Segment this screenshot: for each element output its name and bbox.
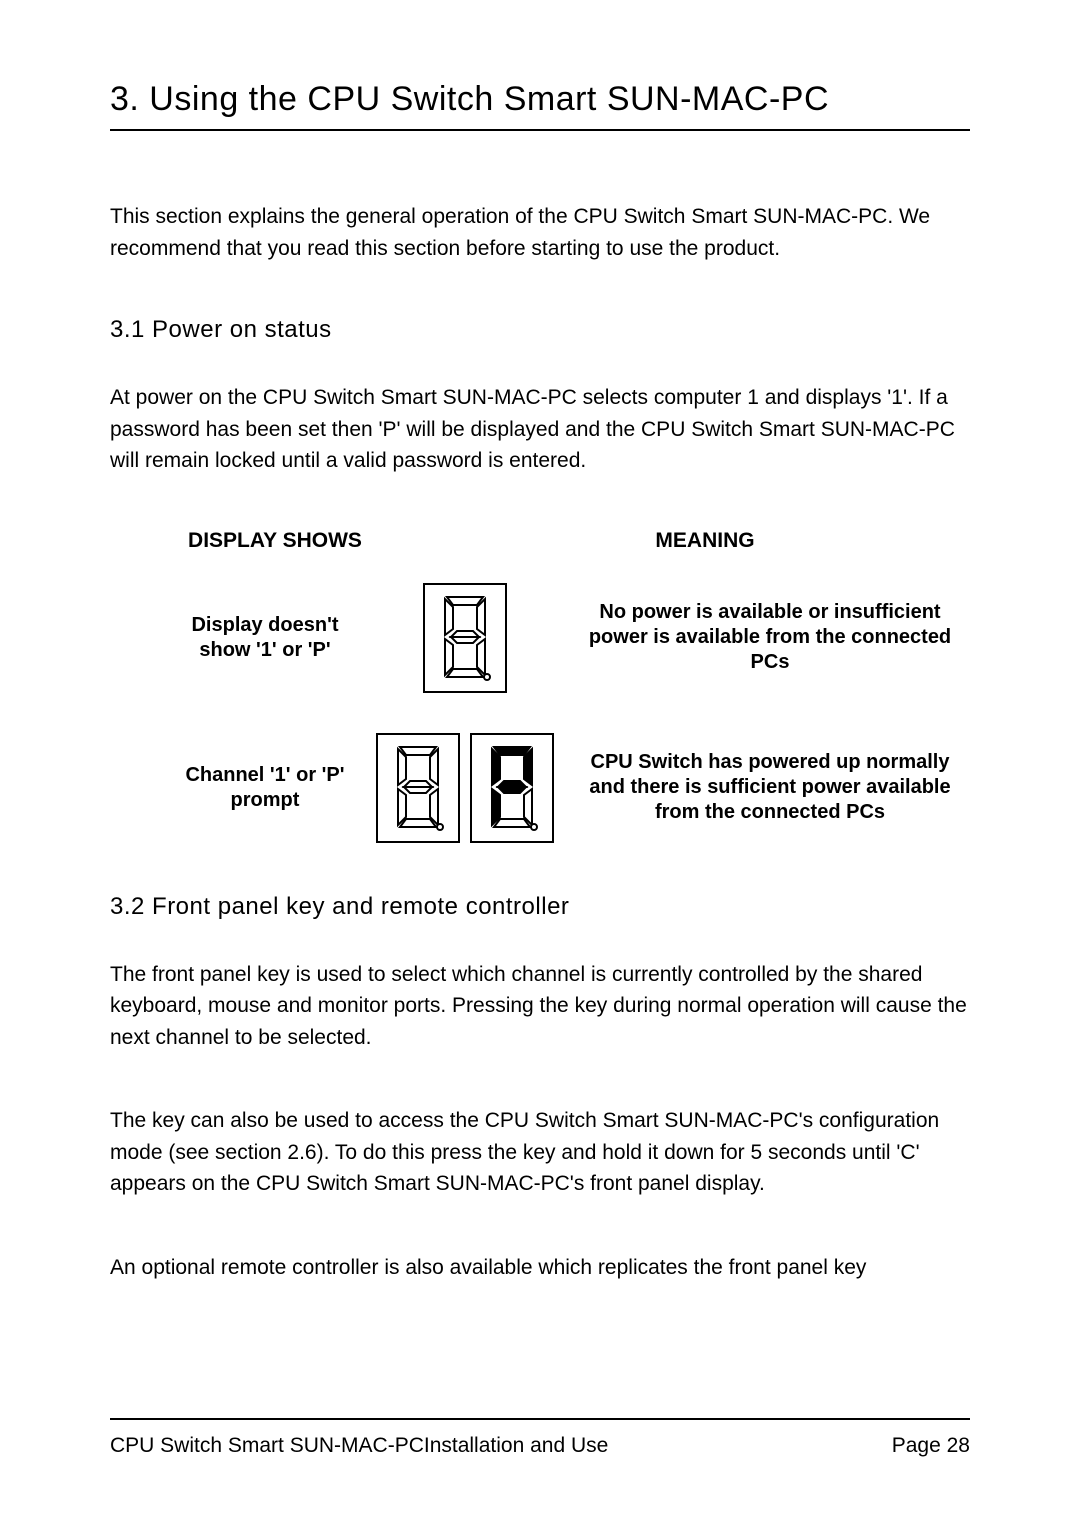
intro-paragraph: This section explains the general operat… — [110, 201, 970, 264]
page-title: 3. Using the CPU Switch Smart SUN-MAC-PC — [110, 80, 970, 131]
section-3-2-para-3: An optional remote controller is also av… — [110, 1252, 970, 1284]
diagram-row-powered: Channel '1' or 'P' prompt — [110, 733, 970, 843]
footer-rule — [110, 1418, 970, 1420]
diagram-row2-meaning: CPU Switch has powered up normally and t… — [570, 750, 970, 825]
seven-segment-blank-icon — [423, 583, 507, 693]
section-3-1-paragraph: At power on the CPU Switch Smart SUN-MAC… — [110, 382, 970, 477]
footer-doc-title: CPU Switch Smart SUN-MAC-PCInstallation … — [110, 1434, 608, 1458]
diagram-row1-meaning: No power is available or insufficient po… — [570, 600, 970, 675]
seven-segment-p-icon — [470, 733, 554, 843]
diagram-row1-label: Display doesn't show '1' or 'P' — [110, 613, 360, 663]
page-footer: CPU Switch Smart SUN-MAC-PCInstallation … — [110, 1418, 970, 1458]
footer-page-number: Page 28 — [892, 1434, 970, 1458]
diagram-row-no-power: Display doesn't show '1' or 'P' — [110, 583, 970, 693]
diagram-row2-label: Channel '1' or 'P' prompt — [110, 763, 360, 813]
display-meaning-diagram: DISPLAY SHOWS MEANING Display doesn't sh… — [110, 529, 970, 843]
seven-segment-blank-icon — [376, 733, 460, 843]
diagram-header-display-shows: DISPLAY SHOWS — [110, 529, 440, 553]
section-3-2-para-1: The front panel key is used to select wh… — [110, 959, 970, 1054]
section-3-2-heading: 3.2 Front panel key and remote controlle… — [110, 893, 970, 921]
section-3-2-para-2: The key can also be used to access the C… — [110, 1105, 970, 1200]
section-3-1-heading: 3.1 Power on status — [110, 316, 970, 344]
diagram-header-meaning: MEANING — [440, 529, 970, 553]
